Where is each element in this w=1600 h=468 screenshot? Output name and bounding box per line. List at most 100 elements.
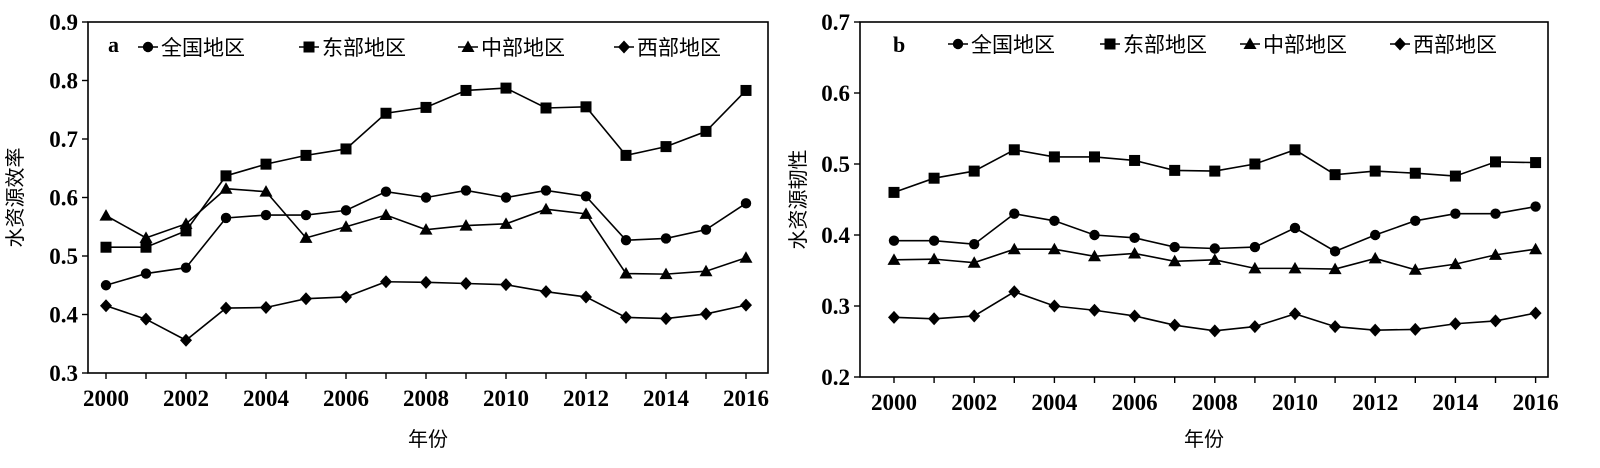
data-point (1209, 165, 1221, 177)
data-point (1289, 307, 1301, 321)
legend-marker (952, 38, 964, 50)
data-point (179, 217, 193, 229)
data-point (1448, 257, 1462, 270)
data-point (420, 275, 432, 289)
data-point (540, 102, 552, 114)
data-point (1329, 246, 1341, 257)
data-point (1248, 320, 1261, 334)
data-point (460, 84, 472, 96)
data-point (619, 267, 633, 279)
data-point (459, 219, 473, 231)
data-point (499, 217, 513, 229)
data-point (967, 256, 981, 268)
data-point (1089, 151, 1100, 163)
data-point (580, 290, 592, 304)
data-point (1088, 249, 1101, 262)
data-point (1128, 309, 1141, 323)
x-tick-label: 2016 (1513, 390, 1559, 415)
data-point (660, 141, 672, 153)
data-point (740, 84, 752, 96)
data-point (968, 309, 981, 323)
data-point (339, 220, 353, 232)
y-axis-title: 水资源效率 (3, 148, 27, 248)
data-point (887, 253, 901, 265)
data-point (1168, 254, 1182, 267)
data-point (1529, 306, 1542, 320)
data-point (299, 231, 313, 243)
data-point (300, 149, 312, 161)
data-point (660, 233, 672, 244)
data-point (380, 186, 392, 197)
data-point (888, 310, 900, 324)
panel-label: b (893, 32, 905, 57)
data-point (620, 149, 632, 161)
data-point (220, 170, 232, 182)
panel-b: 0.2 0.3 0.4 0.5 0.6 0.7 2000 2002 2004 2006 2008 20… (786, 10, 1559, 451)
data-point (1129, 232, 1140, 244)
data-point (580, 191, 592, 202)
x-axis-title: 年份 (1184, 427, 1224, 451)
data-point (1048, 151, 1060, 163)
x-tick-label: 2004 (243, 386, 290, 411)
x-tick-label: 2008 (403, 386, 449, 411)
data-point (100, 241, 112, 253)
x-tick-label: 2014 (643, 386, 690, 411)
data-point (700, 125, 712, 137)
legend-label: 西部地区 (637, 36, 721, 60)
data-point (379, 208, 393, 221)
y-tick-label: 0.3 (821, 294, 850, 319)
legend-item: 东部地区 (1100, 33, 1207, 57)
panel-a: 0.3 0.4 0.5 0.6 0.7 0.8 0.9 2000 2002 2004 2006 200… (3, 10, 769, 451)
data-point (1007, 242, 1021, 255)
data-point (1328, 262, 1342, 275)
data-point (1289, 222, 1301, 234)
data-point (1009, 208, 1020, 219)
data-point (1168, 318, 1181, 332)
x-tick-label: 2012 (1352, 390, 1398, 415)
data-point (460, 185, 472, 196)
data-point (1008, 144, 1020, 156)
legend-marker (303, 41, 315, 53)
data-point (1409, 167, 1421, 179)
y-tick-label: 0.2 (821, 365, 850, 390)
legend-label: 西部地区 (1413, 33, 1497, 57)
y-tick-label: 0.5 (821, 152, 850, 177)
y-axis-title: 水资源韧性 (786, 150, 810, 250)
series-line (105, 280, 747, 342)
data-point (500, 82, 512, 94)
x-tick-label: 2010 (1272, 390, 1318, 415)
data-point (300, 209, 312, 221)
data-point (260, 158, 272, 170)
data-point (140, 241, 152, 253)
data-point (927, 252, 941, 265)
data-point (1530, 157, 1542, 169)
data-point (1128, 246, 1142, 259)
data-point (340, 143, 352, 155)
legend: 全国地区 东部地区 中部地区 西部地区 (138, 36, 721, 60)
data-point (580, 101, 592, 113)
series-triangle (887, 242, 1543, 275)
data-point (1129, 154, 1141, 166)
x-tick-label: 2002 (951, 390, 997, 415)
data-point (1049, 215, 1060, 226)
data-point (220, 212, 232, 224)
data-point (1410, 215, 1421, 226)
data-point (1408, 263, 1422, 275)
legend-label: 全国地区 (161, 36, 245, 60)
y-tick-label: 0.8 (49, 69, 78, 94)
legend-marker (142, 41, 154, 53)
legend-marker (461, 40, 475, 52)
data-point (1369, 323, 1382, 337)
data-point (620, 310, 632, 324)
x-tick-label: 2002 (163, 386, 209, 411)
data-point (928, 235, 940, 246)
data-point (739, 251, 753, 263)
data-point (420, 192, 432, 203)
y-tick-label: 0.4 (49, 303, 78, 328)
data-point (1249, 241, 1261, 253)
data-point (1368, 251, 1382, 264)
x-tick-label: 2000 (83, 386, 129, 411)
data-point (300, 292, 312, 306)
data-point (1288, 261, 1302, 274)
